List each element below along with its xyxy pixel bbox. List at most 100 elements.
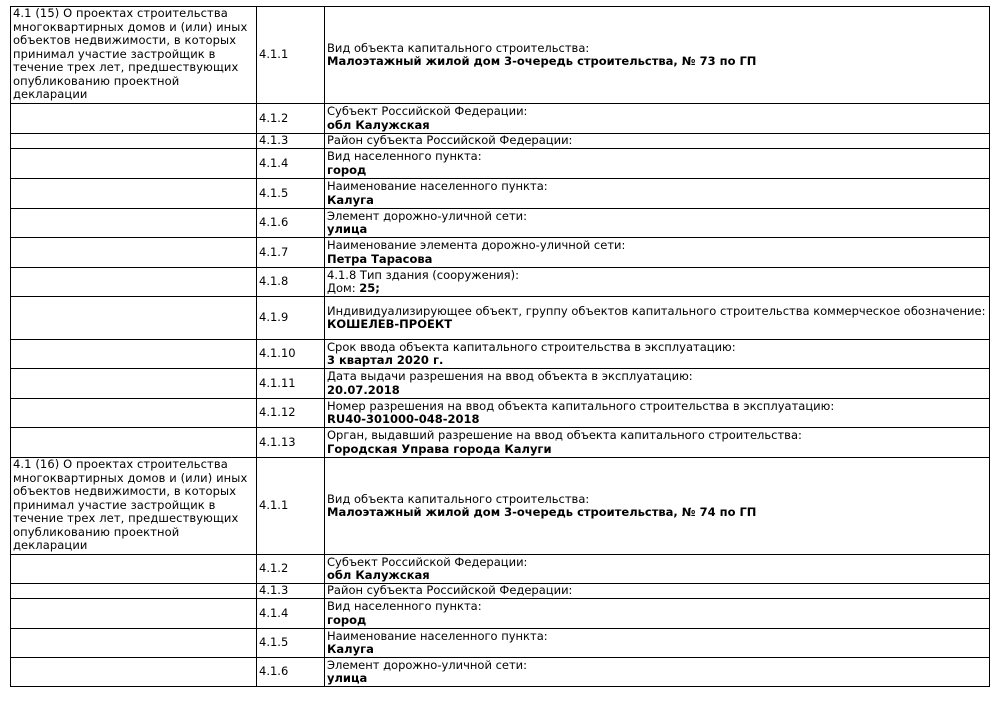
declaration-table: 4.1 (15) О проектах строительства многок… xyxy=(10,6,990,687)
section-title-cell xyxy=(10,583,257,599)
item-label: 4.1.8 Тип здания (сооружения): xyxy=(327,267,519,282)
item-value: 20.07.2018 xyxy=(327,382,400,397)
section-title-cell xyxy=(10,628,257,658)
item-label: Субъект Российской Федерации: xyxy=(327,104,528,118)
table-row: 4.1.2 Субъект Российской Федерации: обл Ка… xyxy=(10,103,990,134)
item-value: 25; xyxy=(359,281,380,295)
section-title-cell xyxy=(10,178,257,209)
item-cell: 4.1.8 Тип здания (сооружения): Дом: 25; xyxy=(324,267,990,297)
item-value: обл Калужская xyxy=(327,117,430,132)
section-title-cell xyxy=(10,427,257,458)
item-code: 4.1.5 xyxy=(256,628,325,658)
item-label: Индивидуализирующее объект, группу объек… xyxy=(327,303,986,318)
section-title-cell xyxy=(10,237,257,268)
item-code: 4.1.9 xyxy=(256,296,325,340)
table-row: 4.1 (15) О проектах строительства многок… xyxy=(10,6,990,104)
item-code: 4.1.5 xyxy=(256,178,325,209)
section-title-cell xyxy=(10,208,257,238)
item-cell: Вид населенного пункта: город xyxy=(324,148,990,179)
section-title-cell xyxy=(10,339,257,369)
table-row: 4.1.2 Субъект Российской Федерации: обл Ка… xyxy=(10,554,990,584)
section-title: 4.1 (16) О проектах строительства многок… xyxy=(13,457,248,552)
item-value: Калуга xyxy=(327,642,374,656)
item-code: 4.1.10 xyxy=(256,339,325,369)
item-label: Элемент дорожно-уличной сети: xyxy=(327,208,528,223)
table-row: 4.1.13 Орган, выдавший разрешение на ввод… xyxy=(10,427,990,458)
item-value: город xyxy=(327,162,367,177)
item-value: улица xyxy=(327,222,368,236)
item-code: 4.1.3 xyxy=(256,583,325,599)
item-value: Малоэтажный жилой дом 3-очередь строител… xyxy=(327,505,757,519)
item-code: 4.1.4 xyxy=(256,598,325,629)
item-label: Вид населенного пункта: xyxy=(327,599,482,613)
item-value: обл Калужская xyxy=(327,568,430,582)
item-label: Вид объекта капитального строительства: xyxy=(327,40,590,55)
item-code: 4.1.4 xyxy=(256,148,325,179)
table-row: 4.1.6 Элемент дорожно-уличной сети: улица xyxy=(10,657,990,687)
item-label: Наименование населенного пункта: xyxy=(327,179,548,193)
item-value: улица xyxy=(327,671,368,685)
item-label: Вид населенного пункта: xyxy=(327,149,482,163)
item-value: Калуга xyxy=(327,192,374,207)
item-cell: Район субъекта Российской Федерации: xyxy=(324,583,990,599)
item-label: Орган, выдавший разрешение на ввод объек… xyxy=(327,428,802,442)
table-row: 4.1.4 Вид населенного пункта: город xyxy=(10,598,990,629)
item-code: 4.1.11 xyxy=(256,368,325,399)
table-row: 4.1.7 Наименование элемента дорожно-уличн… xyxy=(10,237,990,268)
section-title-cell xyxy=(10,398,257,428)
item-label: Элемент дорожно-уличной сети: xyxy=(327,657,528,672)
item-label: Район субъекта Российской Федерации: xyxy=(327,133,573,148)
item-label: Субъект Российской Федерации: xyxy=(327,554,528,569)
table-row: 4.1.5 Наименование населенного пункта: Кал… xyxy=(10,628,990,658)
table-row: 4.1.9 Индивидуализирующее объект, группу … xyxy=(10,296,990,340)
item-code: 4.1.7 xyxy=(256,237,325,268)
table-row: 4.1.12 Номер разрешения на ввод объекта к… xyxy=(10,398,990,428)
item-label: Район субъекта Российской Федерации: xyxy=(327,583,573,598)
item-cell: Срок ввода объекта капитального строител… xyxy=(324,339,990,369)
section-title-cell xyxy=(10,133,257,149)
item-cell: Наименование населенного пункта: Калуга xyxy=(324,178,990,209)
item-code: 4.1.13 xyxy=(256,427,325,458)
item-code: 4.1.1 xyxy=(256,6,325,104)
item-code: 4.1.3 xyxy=(256,133,325,149)
item-cell: Вид объекта капитального строительства: М… xyxy=(324,6,990,104)
item-value: город xyxy=(327,612,367,627)
table-row: 4.1.10 Срок ввода объекта капитального ст… xyxy=(10,339,990,369)
item-code: 4.1.2 xyxy=(256,103,325,134)
item-cell: Вид объекта капитального строительства: М… xyxy=(324,457,990,555)
item-cell: Номер разрешения на ввод объекта капитал… xyxy=(324,398,990,428)
item-code: 4.1.12 xyxy=(256,398,325,428)
item-cell: Наименование элемента дорожно-уличной се… xyxy=(324,237,990,268)
item-label: Срок ввода объекта капитального строител… xyxy=(327,339,736,354)
item-code: 4.1.1 xyxy=(256,457,325,555)
item-code: 4.1.6 xyxy=(256,208,325,238)
item-label: Дата выдачи разрешения на ввод объекта в… xyxy=(327,369,693,383)
item-label: Наименование населенного пункта: xyxy=(327,628,548,643)
table-row: 4.1 (16) О проектах строительства многок… xyxy=(10,457,990,555)
item-cell: Вид населенного пункта: город xyxy=(324,598,990,629)
table-row: 4.1.6 Элемент дорожно-уличной сети: улица xyxy=(10,208,990,238)
section-title-cell xyxy=(10,267,257,297)
item-cell: Субъект Российской Федерации: обл Калужск… xyxy=(324,103,990,134)
section-title-cell xyxy=(10,148,257,179)
table-row: 4.1.11 Дата выдачи разрешения на ввод объ… xyxy=(10,368,990,399)
section-title-cell xyxy=(10,554,257,584)
table-row: 4.1.3 Район субъекта Российской Федерации… xyxy=(10,583,990,599)
section-title-cell xyxy=(10,598,257,629)
item-cell: Субъект Российской Федерации: обл Калужск… xyxy=(324,554,990,584)
table-row: 4.1.5 Наименование населенного пункта: Кал… xyxy=(10,178,990,209)
item-value: Малоэтажный жилой дом 3-очередь строител… xyxy=(327,54,757,68)
item-cell: Район субъекта Российской Федерации: xyxy=(324,133,990,149)
table-row: 4.1.3 Район субъекта Российской Федерации… xyxy=(10,133,990,149)
section-title-cell xyxy=(10,103,257,134)
item-code: 4.1.2 xyxy=(256,554,325,584)
item-label: Наименование элемента дорожно-уличной се… xyxy=(327,238,626,252)
table-row: 4.1.8 4.1.8 Тип здания (сооружения): Дом: … xyxy=(10,267,990,297)
item-cell: Элемент дорожно-уличной сети: улица xyxy=(324,657,990,687)
item-cell: Дата выдачи разрешения на ввод объекта в… xyxy=(324,368,990,399)
item-value: КОШЕЛЕВ-ПРОЕКТ xyxy=(327,317,453,331)
section-title-cell xyxy=(10,657,257,687)
item-code: 4.1.6 xyxy=(256,657,325,687)
item-value: RU40-301000-048-2018 xyxy=(327,412,480,426)
section-title-cell: 4.1 (16) О проектах строительства многок… xyxy=(10,457,257,555)
